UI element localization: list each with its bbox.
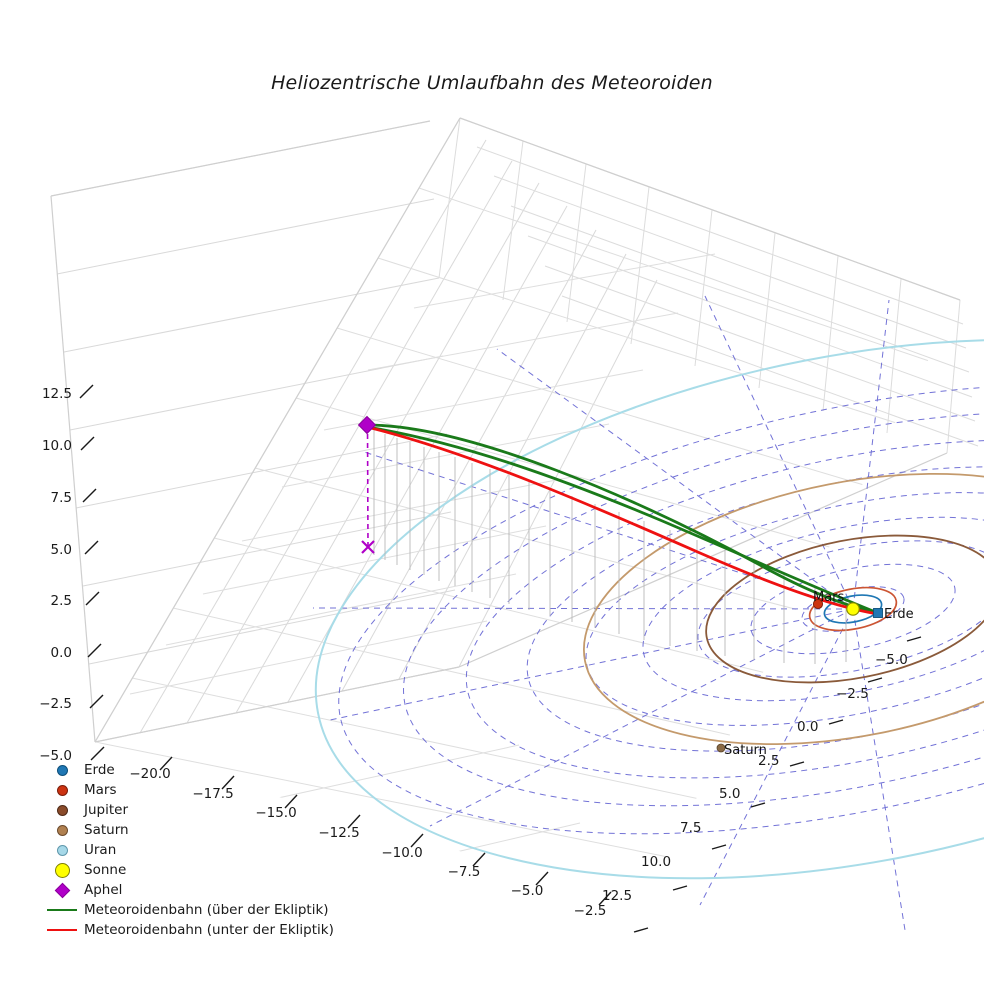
legend-label: Jupiter xyxy=(84,802,129,818)
z-tick-1: 10.0 xyxy=(42,438,72,454)
legend-marker-dot-icon xyxy=(44,780,80,800)
y-tick-7: 12.5 xyxy=(602,888,632,904)
y-tick-0: −5.0 xyxy=(875,652,908,668)
legend-label: Meteoroidenbahn (über der Ekliptik) xyxy=(84,902,329,918)
legend-label: Uran xyxy=(84,842,117,858)
orbit-mars xyxy=(808,586,898,632)
erde-marker[interactable] xyxy=(873,608,883,618)
x-tick-1: −17.5 xyxy=(192,786,233,802)
x-tick-2: −15.0 xyxy=(255,805,296,821)
x-tick-4: −10.0 xyxy=(381,845,422,861)
label-erde: Erde xyxy=(884,607,914,622)
y-tick-1: −2.5 xyxy=(836,686,869,702)
legend-item[interactable]: Sonne xyxy=(44,860,334,880)
legend-marker-diamond-icon xyxy=(44,880,80,900)
aphel-connector xyxy=(366,424,369,548)
trajectory-below-ecliptic xyxy=(365,425,880,616)
z-tick-4: 2.5 xyxy=(51,593,72,609)
x-tick-0: −20.0 xyxy=(129,766,170,782)
z-tick-3: 5.0 xyxy=(51,542,72,558)
legend-item[interactable]: Erde xyxy=(44,760,334,780)
y-tick-4: 5.0 xyxy=(719,786,740,802)
legend-marker-line-icon xyxy=(44,900,80,920)
legend-marker-dot-icon xyxy=(44,840,80,860)
orbit-saturn xyxy=(583,472,984,746)
z-tick-2: 7.5 xyxy=(51,490,72,506)
legend-item[interactable]: Jupiter xyxy=(44,800,334,820)
saturn-marker[interactable] xyxy=(716,743,726,753)
legend-item[interactable]: Meteoroidenbahn (unter der Ekliptik) xyxy=(44,920,334,940)
y-tick-6: 10.0 xyxy=(641,854,671,870)
legend-item[interactable]: Aphel xyxy=(44,880,334,900)
z-tick-0: 12.5 xyxy=(42,386,72,402)
sonne-marker[interactable] xyxy=(846,602,860,616)
y-tick-3: 2.5 xyxy=(758,753,779,769)
orbit-erde xyxy=(823,594,883,624)
y-tick-5: 7.5 xyxy=(680,820,701,836)
legend-label: Mars xyxy=(84,782,117,798)
x-tick-7: −2.5 xyxy=(574,903,607,919)
x-tick-6: −5.0 xyxy=(511,883,544,899)
aphel-marker[interactable] xyxy=(357,415,377,435)
legend-marker-dot-icon xyxy=(44,760,80,780)
legend-label: Meteoroidenbahn (unter der Ekliptik) xyxy=(84,922,334,938)
legend-item[interactable]: Meteoroidenbahn (über der Ekliptik) xyxy=(44,900,334,920)
page-title: Heliozentrische Umlaufbahn des Meteoroid… xyxy=(271,72,713,94)
aphel-projection-marker xyxy=(361,540,375,554)
legend-marker-dot-icon xyxy=(44,860,80,880)
trajectory-above-ecliptic-2 xyxy=(365,425,880,615)
legend-marker-line-icon xyxy=(44,920,80,940)
legend-label: Aphel xyxy=(84,882,123,898)
legend-label: Sonne xyxy=(84,862,127,878)
legend-label: Saturn xyxy=(84,822,129,838)
trajectory-above-ecliptic xyxy=(365,423,880,615)
legend-marker-dot-icon xyxy=(44,800,80,820)
x-tick-3: −12.5 xyxy=(318,825,359,841)
legend-item[interactable]: Saturn xyxy=(44,820,334,840)
legend-marker-dot-icon xyxy=(44,820,80,840)
z-tick-6: −2.5 xyxy=(39,696,72,712)
orbit-jupiter xyxy=(705,534,984,684)
z-tick-5: 0.0 xyxy=(51,645,72,661)
mars-marker[interactable] xyxy=(812,598,824,610)
legend: Erde Mars Jupiter Saturn Uran Sonne Aphel Meteo… xyxy=(44,760,334,940)
y-tick-2: 0.0 xyxy=(797,719,818,735)
legend-label: Erde xyxy=(84,762,115,778)
label-saturn: Saturn xyxy=(724,743,767,758)
legend-item[interactable]: Uran xyxy=(44,840,334,860)
orbit-uran xyxy=(314,338,984,880)
label-mars: Mars xyxy=(813,590,845,605)
x-tick-5: −7.5 xyxy=(448,864,481,880)
legend-item[interactable]: Mars xyxy=(44,780,334,800)
z-tick-7: −5.0 xyxy=(39,748,72,764)
